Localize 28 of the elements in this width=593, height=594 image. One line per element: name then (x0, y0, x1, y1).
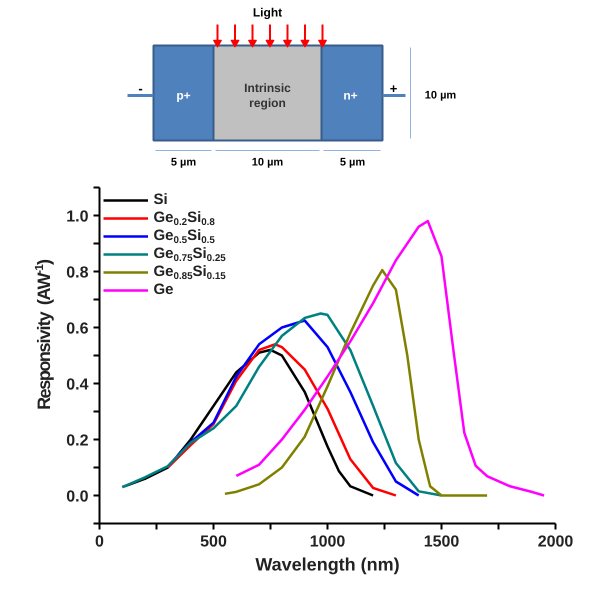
legend-label: Ge (154, 281, 174, 298)
line-series (235, 220, 546, 497)
x-tick-label: 1000 (310, 534, 346, 550)
y-tick-label: 0.6 (66, 320, 89, 338)
y-tick-label: 0.8 (66, 264, 89, 282)
x-tick-label: 2000 (538, 534, 574, 550)
y-tick-label: 0.0 (66, 488, 89, 506)
text: 5 µm (170, 156, 196, 168)
line-series (224, 268, 488, 497)
x-axis-title: Wavelength (nm) (255, 554, 400, 574)
x-tick-label: 500 (200, 534, 227, 550)
y-tick-label: 0.2 (66, 432, 89, 450)
x-tick-label: 0 (95, 534, 104, 550)
text: 10 µm (252, 156, 284, 168)
x-tick-label: 1500 (424, 534, 460, 550)
text: 5 µm (340, 156, 366, 168)
text: + (390, 81, 398, 96)
legend-label: Si (154, 191, 168, 208)
text: p+ (176, 88, 191, 102)
y-tick-label: 0.4 (66, 376, 89, 394)
text: Intrinsic region (244, 80, 292, 110)
y-tick-label: 1.0 (66, 208, 89, 226)
text: n+ (343, 88, 358, 102)
text: Light (252, 6, 282, 20)
line-series (121, 312, 443, 497)
text: - (138, 81, 143, 96)
text: Responsivity (AW-1) (32, 259, 55, 410)
text: 10 µm (424, 90, 456, 102)
